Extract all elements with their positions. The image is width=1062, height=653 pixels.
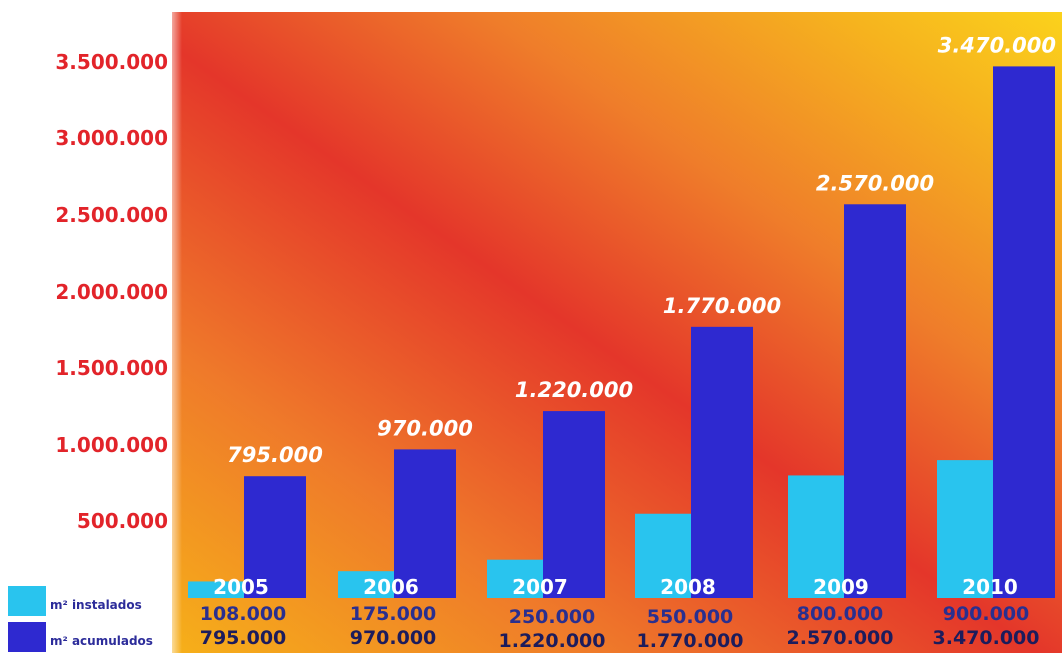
y-tick-label: 2.000.000 [55,279,168,304]
data-label-acumulados-2005: 795.000 [227,443,323,467]
legend-label-instalados: m² instalados [50,598,142,612]
table-value-acumulados-2005: 795.000 [199,627,287,649]
bar-instalados-2008 [635,513,691,598]
bar-plot: 795.000 2005 970.000 2006 1.220.000 2007 1.770… [188,33,1056,599]
y-tick-label: 2.500.000 [55,203,168,227]
y-tick-label: 500.000 [76,509,168,534]
legend-swatch-instalados [8,586,46,616]
table-value-acumulados-2008: 1.770.000 [636,630,744,652]
table-value-instalados-2008: 550.000 [646,606,734,628]
data-label-acumulados-2008: 1.770.000 [663,294,781,318]
legend-label-acumulados: m² acumulados [50,634,153,648]
category-label-2009: 2009 [813,575,869,599]
bar-instalados-2009 [788,475,844,598]
category-label-2005: 2005 [213,575,269,599]
table-value-acumulados-2006: 970.000 [349,627,437,649]
y-tick-label: 1.000.000 [55,432,168,457]
table-value-instalados-2007: 250.000 [508,606,596,628]
data-label-acumulados-2007: 1.220.000 [515,378,633,402]
data-label-acumulados-2010: 3.470.000 [938,33,1056,57]
table-value-instalados-2009: 800.000 [796,603,884,625]
data-label-acumulados-2006: 970.000 [377,416,473,440]
category-label-2010: 2010 [962,575,1018,599]
bar-acumulados-2009 [844,204,906,598]
bar-instalados-2010 [937,460,993,598]
bar-instalados-2007 [487,559,543,598]
bar-instalados-2005 [188,581,244,598]
bar-acumulados-2007 [543,411,605,598]
bar-acumulados-2006 [394,449,456,598]
category-label-2007: 2007 [512,575,568,599]
table-value-instalados-2006: 175.000 [349,603,437,625]
table-value-acumulados-2010: 3.470.000 [932,627,1040,649]
table-value-instalados-2005: 108.000 [199,603,287,625]
table-value-acumulados-2009: 2.570.000 [786,627,894,649]
bar-acumulados-2008 [691,326,753,598]
chart-area: 795.000 2005 970.000 2006 1.220.000 2007 1.770… [172,12,1062,653]
y-tick-label: 1.500.000 [55,356,168,381]
bar-acumulados-2010 [993,66,1055,598]
table-value-instalados-2010: 900.000 [942,603,1030,625]
table-value-acumulados-2007: 1.220.000 [498,630,606,652]
bar-instalados-2006 [338,571,394,598]
y-tick-label: 3.500.000 [55,49,168,74]
legend-swatch-acumulados [8,622,46,652]
y-tick-label: 3.000.000 [55,126,168,151]
bar-acumulados-2005 [244,476,306,598]
category-label-2006: 2006 [363,575,419,599]
data-label-acumulados-2009: 2.570.000 [816,171,934,195]
category-label-2008: 2008 [660,575,716,599]
